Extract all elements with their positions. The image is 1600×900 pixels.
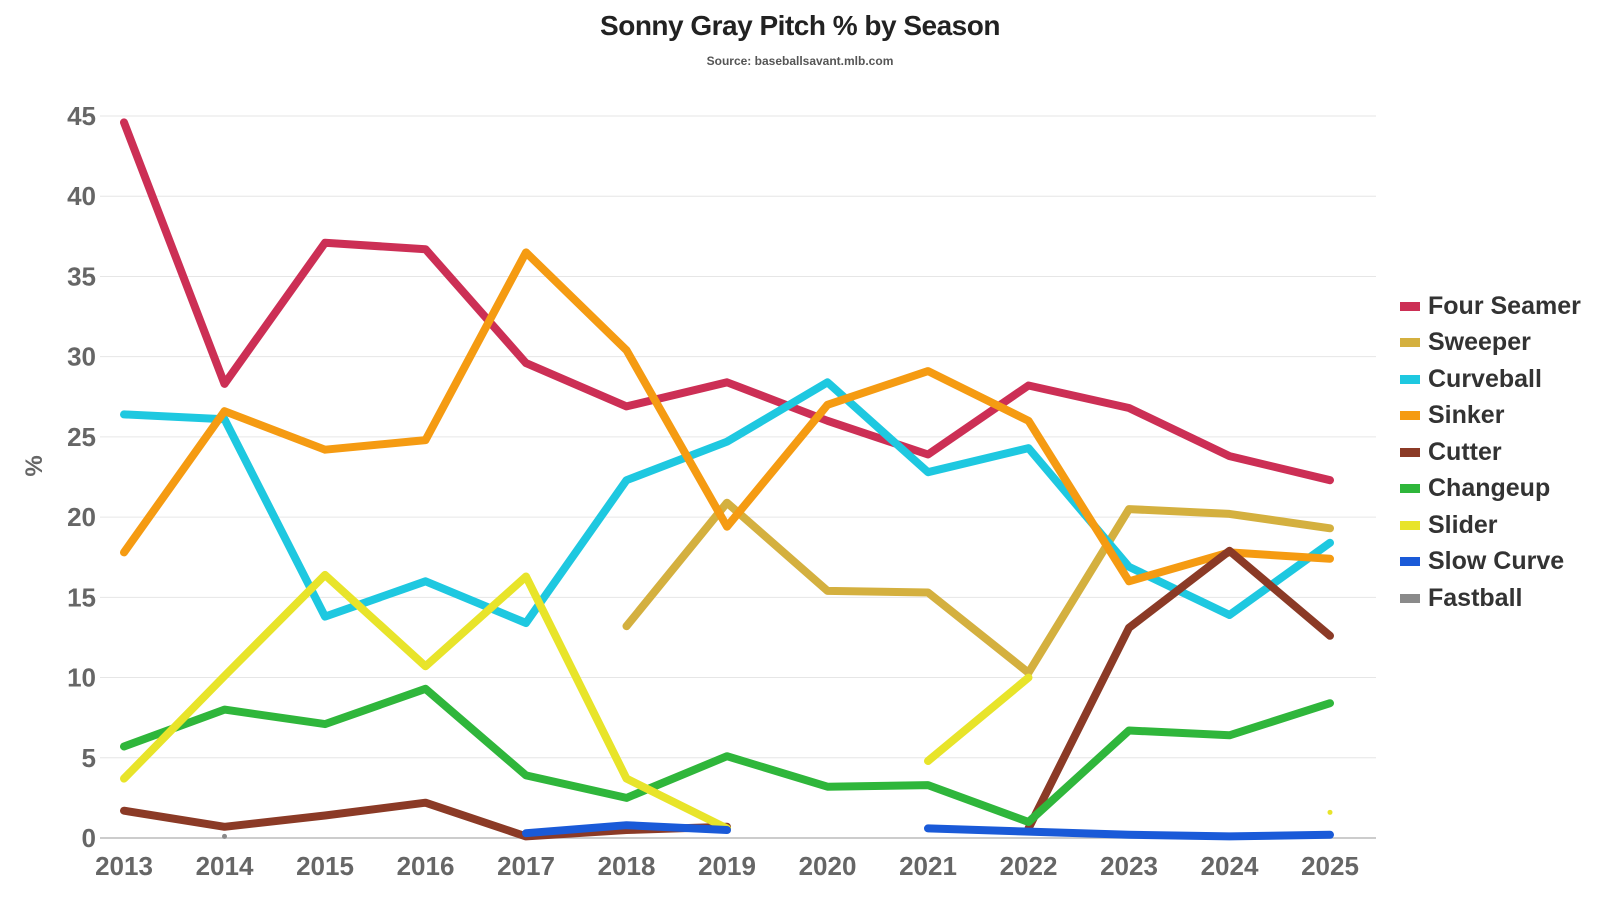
y-tick-label: 25: [67, 422, 96, 452]
y-tick-label: 20: [67, 502, 96, 532]
legend-label: Sinker: [1428, 401, 1505, 430]
series-line: [120, 798, 731, 841]
x-tick-label: 2015: [296, 851, 354, 881]
series-sinker: [120, 248, 1334, 586]
legend-label: Curveball: [1428, 364, 1542, 393]
x-tick-label: 2022: [1000, 851, 1058, 881]
x-tick-label: 2021: [899, 851, 957, 881]
series-line: [120, 570, 731, 833]
series-line: [522, 821, 731, 838]
series-line: [120, 248, 1334, 586]
y-axis-ticks: 0 5 10 15 20 25 30 35 40 45: [67, 101, 96, 853]
legend-swatch: [1400, 484, 1420, 494]
legend-item: Slider: [1400, 507, 1581, 544]
legend: Four Seamer Sweeper Curveball Sinker Cutter C…: [1400, 288, 1581, 617]
y-tick-label: 15: [67, 582, 96, 612]
legend-item: Sinker: [1400, 398, 1581, 435]
legend-swatch: [1400, 338, 1420, 348]
x-axis-ticks: 2013 2014 2015 2016 2017 2018 2019 2020 2021 2022…: [95, 851, 1359, 881]
series-four-seamer: [120, 118, 1334, 485]
x-tick-label: 2013: [95, 851, 153, 881]
series-slider: [120, 570, 1333, 833]
series-line: [622, 498, 1334, 677]
series-sweeper: [622, 498, 1334, 677]
y-axis-label: %: [21, 455, 48, 476]
x-tick-label: 2016: [397, 851, 455, 881]
x-tick-label: 2020: [799, 851, 857, 881]
series-line: [924, 673, 1033, 765]
legend-label: Four Seamer: [1428, 291, 1581, 320]
series-line: [120, 378, 1334, 627]
y-tick-label: 30: [67, 342, 96, 372]
legend-item: Cutter: [1400, 434, 1581, 471]
y-tick-label: 5: [82, 743, 96, 773]
x-tick-label: 2017: [497, 851, 555, 881]
series-slow-curve: [522, 821, 1334, 841]
legend-swatch: [1400, 374, 1420, 384]
legend-item: Curveball: [1400, 361, 1581, 398]
legend-swatch: [1400, 557, 1420, 567]
legend-swatch: [1400, 411, 1420, 421]
y-tick-label: 35: [67, 261, 96, 291]
legend-swatch: [1400, 301, 1420, 311]
legend-label: Slow Curve: [1428, 547, 1565, 576]
chart-title: Sonny Gray Pitch % by Season: [600, 10, 1000, 41]
legend-label: Fastball: [1428, 583, 1523, 612]
series-line: [1024, 546, 1334, 833]
y-tick-label: 0: [82, 823, 96, 853]
legend-swatch: [1400, 520, 1420, 530]
legend-swatch: [1400, 447, 1420, 457]
y-tick-label: 10: [67, 663, 96, 693]
x-tick-label: 2019: [698, 851, 756, 881]
data-point: [222, 833, 227, 839]
legend-item: Changeup: [1400, 471, 1581, 508]
legend-label: Changeup: [1428, 474, 1551, 503]
series-changeup: [120, 684, 1334, 826]
x-tick-label: 2024: [1201, 851, 1259, 881]
series-fastball: [222, 833, 227, 839]
series-curveball: [120, 378, 1334, 627]
series-line: [120, 684, 1334, 826]
y-tick-label: 40: [67, 181, 96, 211]
data-point: [1327, 809, 1333, 815]
series-line: [120, 118, 1334, 485]
x-tick-label: 2018: [598, 851, 656, 881]
chart-subtitle: Source: baseballsavant.mlb.com: [706, 54, 894, 68]
y-tick-label: 45: [67, 101, 96, 131]
x-tick-label: 2023: [1100, 851, 1158, 881]
legend-swatch: [1400, 593, 1420, 603]
series-line: [924, 824, 1334, 841]
legend-item: Fastball: [1400, 580, 1581, 617]
x-tick-label: 2025: [1301, 851, 1359, 881]
legend-label: Sweeper: [1428, 328, 1531, 357]
legend-item: Sweeper: [1400, 325, 1581, 362]
series-cutter: [120, 546, 1334, 841]
legend-label: Cutter: [1428, 437, 1502, 466]
legend-item: Slow Curve: [1400, 544, 1581, 581]
x-tick-label: 2014: [196, 851, 254, 881]
legend-label: Slider: [1428, 510, 1498, 539]
series-lines: [120, 118, 1334, 841]
legend-item: Four Seamer: [1400, 288, 1581, 325]
